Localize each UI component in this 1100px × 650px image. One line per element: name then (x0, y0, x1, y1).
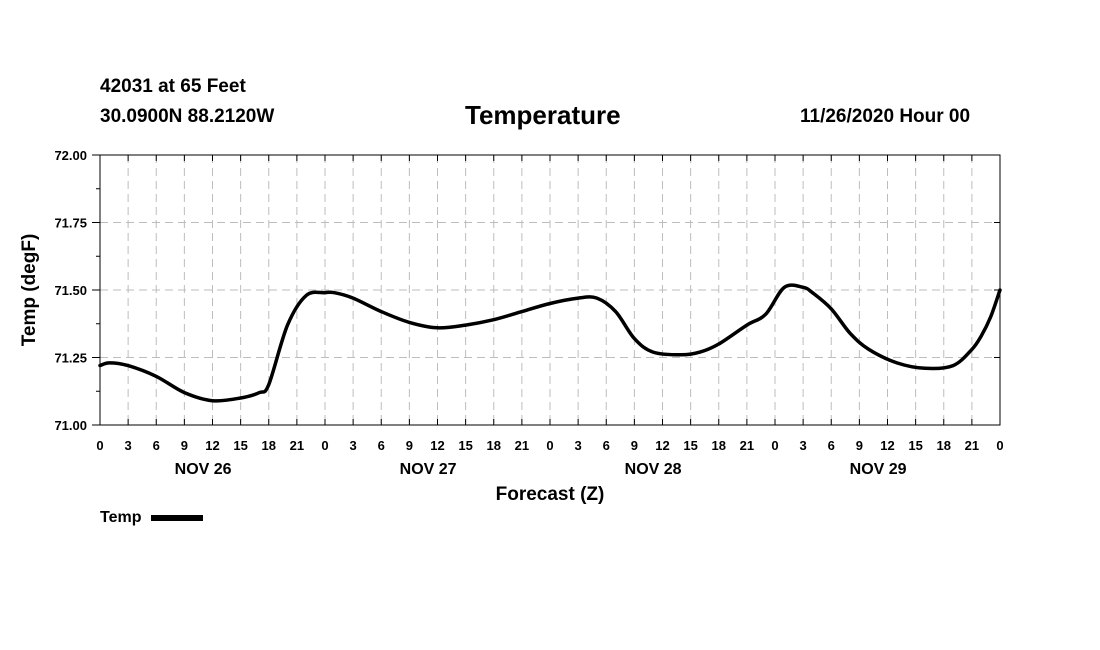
x-tick-label: 6 (153, 438, 160, 453)
x-tick-label: 21 (515, 438, 529, 453)
x-tick-labels: 0 3 6 9 12 15 18 21 0 3 6 9 12 15 18 21 0 3 6 9 12 15 18 21 0 3 6 9… (96, 438, 1003, 453)
chart-title: Temperature (465, 100, 621, 130)
x-tick-label: 12 (655, 438, 669, 453)
x-tick-label: 12 (430, 438, 444, 453)
x-tick-label: 15 (233, 438, 247, 453)
x-tick-label: 12 (205, 438, 219, 453)
day-label: NOV 29 (850, 461, 907, 478)
x-tick-label: 9 (181, 438, 188, 453)
station-label: 42031 at 65 Feet (100, 76, 246, 97)
day-labels: NOV 26 NOV 27 NOV 28 NOV 29 (175, 461, 907, 478)
x-tick-label: 3 (800, 438, 807, 453)
forecast-timestamp: 11/26/2020 Hour 00 (800, 106, 971, 127)
x-tick-label: 0 (321, 438, 328, 453)
x-tick-label: 18 (712, 438, 726, 453)
x-tick-label: 6 (828, 438, 835, 453)
x-tick-label: 9 (631, 438, 638, 453)
temp-series-line (98, 283, 1002, 403)
x-tick-label: 6 (378, 438, 385, 453)
x-tick-label: 0 (771, 438, 778, 453)
x-tick-label: 3 (575, 438, 582, 453)
y-tick-label: 71.50 (54, 283, 87, 298)
x-tick-label: 3 (350, 438, 357, 453)
x-tick-label: 18 (487, 438, 501, 453)
grid-lines (100, 155, 1000, 425)
x-tick-label: 18 (937, 438, 951, 453)
x-axis-label: Forecast (Z) (496, 484, 605, 505)
legend-swatch-temp (151, 515, 204, 521)
day-label: NOV 27 (400, 461, 457, 478)
x-tick-label: 9 (406, 438, 413, 453)
x-tick-label: 15 (908, 438, 922, 453)
x-tick-label: 0 (996, 438, 1003, 453)
y-tick-labels: 71.00 71.25 71.50 71.75 72.00 (54, 148, 87, 433)
y-tick-label: 71.75 (54, 216, 87, 231)
legend: Temp (100, 509, 204, 527)
x-tick-label: 12 (880, 438, 894, 453)
y-axis-label: Temp (degF) (19, 234, 40, 347)
y-tick-label: 72.00 (54, 148, 87, 163)
x-tick-label: 0 (96, 438, 103, 453)
coordinates-label: 30.0900N 88.2120W (100, 106, 275, 127)
x-tick-label: 9 (856, 438, 863, 453)
x-tick-label: 18 (262, 438, 276, 453)
x-tick-label: 21 (290, 438, 304, 453)
day-label: NOV 26 (175, 461, 232, 478)
x-tick-label: 15 (458, 438, 472, 453)
y-tick-label: 71.00 (54, 418, 87, 433)
x-tick-label: 3 (125, 438, 132, 453)
x-tick-label: 6 (603, 438, 610, 453)
x-tick-label: 21 (965, 438, 979, 453)
legend-label-temp: Temp (100, 509, 142, 526)
day-label: NOV 28 (625, 461, 682, 478)
y-tick-label: 71.25 (54, 351, 87, 366)
x-tick-label: 21 (740, 438, 754, 453)
axis-ticks (92, 154, 1001, 426)
x-tick-label: 15 (683, 438, 697, 453)
x-tick-label: 0 (546, 438, 553, 453)
